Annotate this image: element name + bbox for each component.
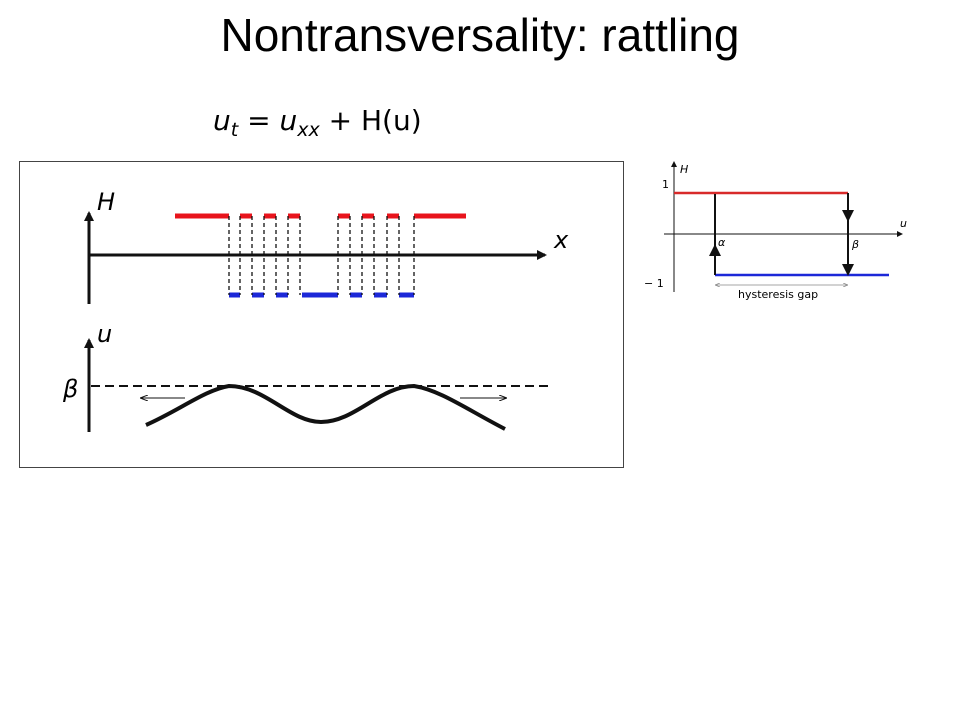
eq-plus: + [319,104,361,137]
x-axis-label: x [553,226,569,254]
hyst-u-axis-label: u [900,217,907,230]
switching-lines [228,216,415,295]
eq-equals: = [238,104,280,137]
rattling-svg: H x [62,188,569,432]
hyst-tick-neg-one: − 1 [644,277,664,290]
u-axis-label: u [97,320,112,348]
slide-title: Nontransversality: rattling [220,9,740,61]
eq-term1-base: u [279,104,298,137]
h-axis-label: H [97,188,115,216]
equation: ut = uxx + H(u) [213,104,422,140]
hysteresis-svg: H u 1 − 1 α β hysteresis gap [644,161,907,301]
hysteresis-diagram: H u 1 − 1 α β hysteresis gap [640,150,920,310]
eq-term1-sub: xx [297,119,320,141]
hyst-beta-label: β [851,238,859,251]
eq-term2: H(u) [360,104,422,137]
rattling-diagram: H x [19,161,624,468]
eq-lhs-sub: t [230,119,239,141]
u-profile-curve [145,383,506,431]
hyst-alpha-label: α [718,236,726,249]
hyst-h-axis-label: H [680,163,688,176]
eq-lhs-base: u [213,104,231,137]
beta-label: β [62,375,78,403]
hyst-gap-label: hysteresis gap [738,288,818,301]
hyst-tick-one: 1 [662,178,669,191]
